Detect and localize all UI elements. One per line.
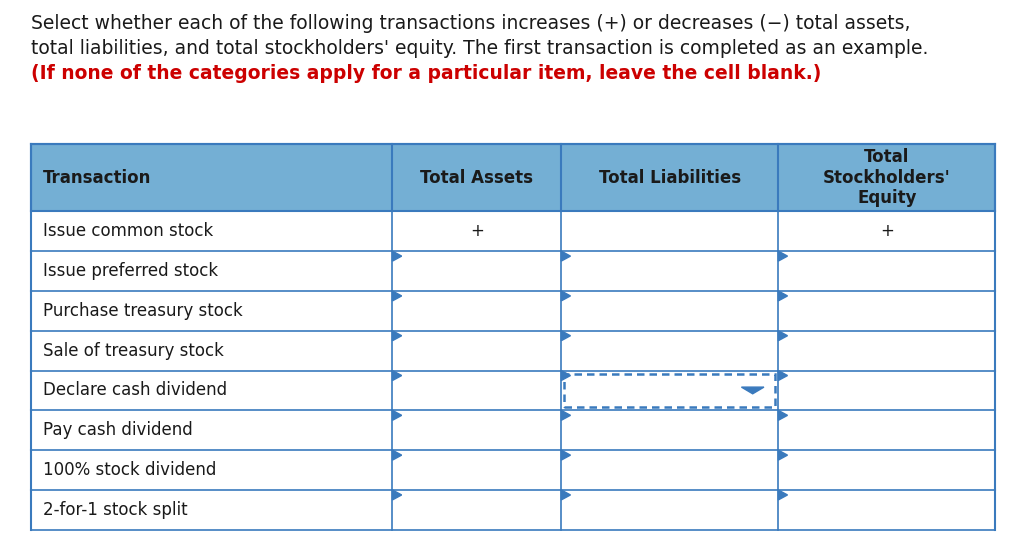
Text: +: + [880, 222, 894, 240]
Text: +: + [470, 222, 483, 240]
Text: Sale of treasury stock: Sale of treasury stock [43, 342, 224, 359]
Text: Select whether each of the following transactions increases (+) or decreases (−): Select whether each of the following tra… [31, 14, 910, 33]
Text: Declare cash dividend: Declare cash dividend [43, 382, 227, 399]
Text: (If none of the categories apply for a particular item, leave the cell blank.): (If none of the categories apply for a p… [31, 64, 821, 82]
Text: Total Assets: Total Assets [420, 169, 534, 186]
Text: 100% stock dividend: 100% stock dividend [43, 461, 216, 479]
Text: Purchase treasury stock: Purchase treasury stock [43, 302, 243, 320]
Text: Total Liabilities: Total Liabilities [599, 169, 740, 186]
Text: total liabilities, and total stockholders' equity. The first transaction is comp: total liabilities, and total stockholder… [31, 39, 928, 58]
Text: Total
Stockholders'
Equity: Total Stockholders' Equity [823, 148, 950, 207]
Text: Pay cash dividend: Pay cash dividend [43, 421, 193, 439]
Text: 2-for-1 stock split: 2-for-1 stock split [43, 501, 187, 519]
Text: Issue preferred stock: Issue preferred stock [43, 262, 218, 280]
Text: Issue common stock: Issue common stock [43, 222, 213, 240]
Text: Transaction: Transaction [43, 169, 152, 186]
